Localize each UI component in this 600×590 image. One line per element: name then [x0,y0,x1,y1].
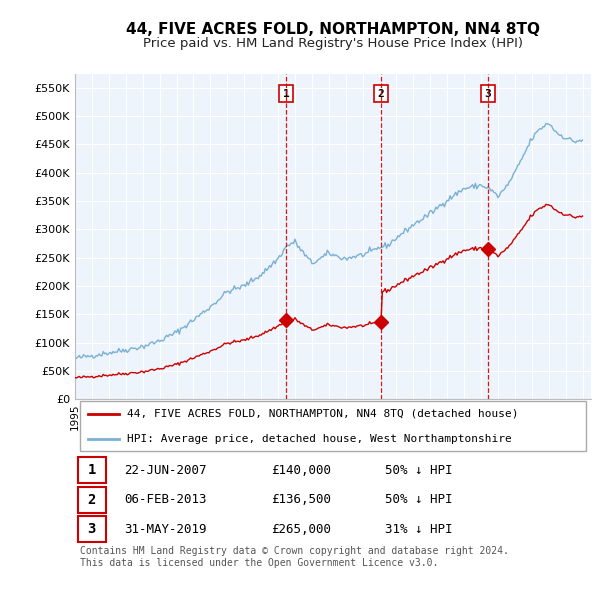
Point [115,435,122,442]
Text: 31-MAY-2019: 31-MAY-2019 [124,523,206,536]
Text: 44, FIVE ACRES FOLD, NORTHAMPTON, NN4 8TQ (detached house): 44, FIVE ACRES FOLD, NORTHAMPTON, NN4 8T… [127,409,518,419]
FancyBboxPatch shape [80,401,586,451]
Text: 22-JUN-2007: 22-JUN-2007 [124,464,206,477]
Point [115,410,122,417]
Text: HPI: Average price, detached house, West Northamptonshire: HPI: Average price, detached house, West… [127,434,511,444]
FancyBboxPatch shape [77,487,106,513]
Text: 3: 3 [485,88,491,99]
Text: 50% ↓ HPI: 50% ↓ HPI [385,464,452,477]
Text: 3: 3 [88,522,95,536]
Text: 31% ↓ HPI: 31% ↓ HPI [385,523,452,536]
Point [84,410,92,417]
Text: 1: 1 [283,88,289,99]
FancyBboxPatch shape [77,457,106,483]
Text: 2: 2 [88,493,95,507]
Text: £265,000: £265,000 [271,523,331,536]
Text: 1: 1 [88,463,95,477]
Text: Price paid vs. HM Land Registry's House Price Index (HPI): Price paid vs. HM Land Registry's House … [143,37,523,50]
FancyBboxPatch shape [77,516,106,542]
Text: 2: 2 [377,88,385,99]
Text: 06-FEB-2013: 06-FEB-2013 [124,493,206,506]
Text: 50% ↓ HPI: 50% ↓ HPI [385,493,452,506]
Text: Contains HM Land Registry data © Crown copyright and database right 2024.
This d: Contains HM Land Registry data © Crown c… [80,546,509,568]
Text: £140,000: £140,000 [271,464,331,477]
Text: £136,500: £136,500 [271,493,331,506]
Point [84,435,92,442]
Text: 44, FIVE ACRES FOLD, NORTHAMPTON, NN4 8TQ: 44, FIVE ACRES FOLD, NORTHAMPTON, NN4 8T… [126,22,540,37]
